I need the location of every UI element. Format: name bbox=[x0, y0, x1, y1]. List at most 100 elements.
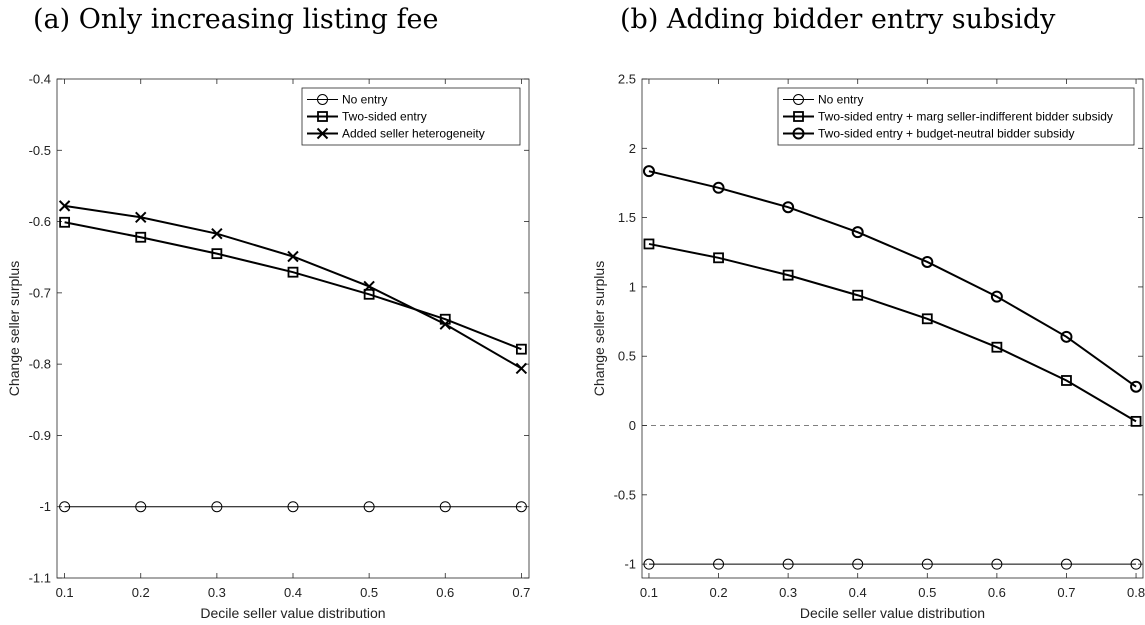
data-point-square bbox=[921, 313, 933, 325]
y-tick-label: -1 bbox=[624, 557, 636, 572]
y-tick-label: -0.8 bbox=[29, 357, 51, 372]
data-point-circle bbox=[1060, 558, 1072, 570]
x-tick-label: 0.1 bbox=[56, 585, 74, 600]
data-point-square bbox=[515, 343, 527, 355]
y-axis-label: Change seller surplus bbox=[6, 261, 22, 396]
data-point-x bbox=[439, 318, 451, 330]
data-point-square bbox=[1130, 415, 1142, 427]
x-tick-label: 0.3 bbox=[779, 585, 797, 600]
data-point-circle bbox=[135, 501, 147, 513]
data-point-x bbox=[363, 280, 375, 293]
data-point-circle bbox=[921, 558, 933, 570]
y-tick-label: -0.5 bbox=[29, 143, 51, 158]
y-tick-label: 0 bbox=[629, 418, 636, 433]
legend-label: No entry bbox=[818, 93, 863, 107]
legend-label: No entry bbox=[342, 93, 387, 107]
legend-marker bbox=[317, 94, 328, 105]
x-tick-label: 0.8 bbox=[1127, 585, 1145, 600]
data-point-square bbox=[135, 231, 147, 243]
series-line bbox=[648, 242, 1137, 423]
panel-a-title: (a) Only increasing listing fee bbox=[33, 4, 439, 35]
series-two-sided-entry-marg-seller-indifferent-bidder-subsidy bbox=[643, 238, 1142, 427]
data-point-circle bbox=[515, 501, 527, 513]
y-tick-label: -0.5 bbox=[614, 487, 636, 502]
data-point-circle bbox=[782, 201, 795, 214]
data-point-circle bbox=[642, 165, 655, 178]
legend-marker bbox=[793, 111, 804, 122]
series-no-entry bbox=[59, 501, 527, 513]
chart-panel-a: 0.1 0.2 0.3 0.4 0.5 0.6 0.7 -1.1 -1 -0.9 -0.8 -0.7 -… bbox=[6, 72, 530, 622]
data-point-circle bbox=[59, 501, 71, 513]
series-line bbox=[64, 221, 522, 351]
data-point-square bbox=[991, 341, 1003, 353]
y-tick-label: -1.1 bbox=[29, 571, 51, 586]
x-tick-label: 0.2 bbox=[710, 585, 728, 600]
x-tick-label: 0.7 bbox=[1057, 585, 1075, 600]
data-point-circle bbox=[439, 501, 451, 513]
chart-panel-b: 0.1 0.2 0.3 0.4 0.5 0.6 0.7 0.8 -1 -0.5 0 0.5 1 1.5 2 2… bbox=[591, 72, 1145, 622]
data-point-circle bbox=[713, 558, 725, 570]
data-point-circle bbox=[643, 558, 655, 570]
y-tick-label: 2.5 bbox=[618, 72, 636, 87]
x-tick-label: 0.4 bbox=[284, 585, 302, 600]
data-point-circle bbox=[712, 181, 725, 194]
series-two-sided-entry bbox=[59, 216, 527, 355]
legend-label: Added seller heterogeneity bbox=[342, 127, 485, 141]
x-tick-label: 0.7 bbox=[512, 585, 530, 600]
legend-entry: Added seller heterogeneity bbox=[307, 127, 485, 141]
data-point-circle bbox=[990, 290, 1003, 303]
legend-box bbox=[777, 87, 1135, 146]
data-point-square bbox=[852, 289, 864, 301]
data-point-x bbox=[211, 227, 223, 240]
legend: No entry Two-sided entry Added seller hete… bbox=[301, 87, 521, 146]
x-tick-label: 0.6 bbox=[436, 585, 454, 600]
x-tick-label: 0.4 bbox=[849, 585, 867, 600]
y-tick-label: 1 bbox=[629, 279, 636, 294]
data-point-x bbox=[135, 211, 147, 224]
legend-marker bbox=[316, 127, 329, 140]
legend-entry: Two-sided entry + budget-neutral bidder … bbox=[783, 127, 1074, 141]
data-point-circle bbox=[1130, 558, 1142, 570]
data-point-square bbox=[287, 266, 299, 278]
y-tick-label: -0.9 bbox=[29, 428, 51, 443]
legend-label: Two-sided entry + marg seller-indifferen… bbox=[818, 110, 1113, 124]
data-point-circle bbox=[782, 558, 794, 570]
data-point-x bbox=[58, 200, 71, 212]
plot-area bbox=[56, 78, 530, 579]
plot-area bbox=[641, 78, 1144, 579]
data-point-circle bbox=[1060, 330, 1073, 343]
data-point-square bbox=[1061, 375, 1072, 386]
x-tick-label: 0.1 bbox=[640, 585, 658, 600]
y-tick-label: -0.7 bbox=[29, 285, 51, 300]
data-point-x bbox=[287, 250, 299, 263]
y-tick-label: 1.5 bbox=[618, 210, 636, 225]
y-tick-label: 2 bbox=[629, 141, 636, 156]
data-point-circle bbox=[851, 226, 864, 239]
legend-entry: Two-sided entry + marg seller-indifferen… bbox=[783, 110, 1113, 124]
data-point-square bbox=[211, 248, 223, 260]
data-point-square bbox=[59, 216, 71, 228]
x-tick-label: 0.5 bbox=[360, 585, 378, 600]
legend-entry: No entry bbox=[307, 93, 387, 107]
legend-marker bbox=[792, 127, 805, 140]
x-axis-label: Decile seller value distribution bbox=[800, 605, 985, 621]
data-point-square bbox=[363, 288, 375, 300]
series-no-entry bbox=[643, 558, 1142, 570]
legend-marker bbox=[793, 94, 804, 105]
legend: No entry Two-sided entry + marg seller-in… bbox=[777, 87, 1135, 146]
x-tick-label: 0.6 bbox=[988, 585, 1006, 600]
legend-marker bbox=[317, 111, 328, 122]
y-tick-label: -0.6 bbox=[29, 214, 51, 229]
data-point-circle bbox=[921, 255, 934, 268]
x-tick-label: 0.3 bbox=[208, 585, 226, 600]
series-added-seller-heterogeneity bbox=[58, 200, 528, 375]
data-point-circle bbox=[287, 501, 299, 513]
y-axis-label: Change seller surplus bbox=[591, 261, 607, 396]
data-point-circle bbox=[991, 558, 1003, 570]
series-two-sided-entry-budget-neutral-bidder-subsidy bbox=[642, 165, 1143, 393]
y-tick-label: 0.5 bbox=[618, 349, 636, 364]
data-point-square bbox=[782, 269, 794, 281]
legend-label: Two-sided entry bbox=[342, 110, 427, 124]
